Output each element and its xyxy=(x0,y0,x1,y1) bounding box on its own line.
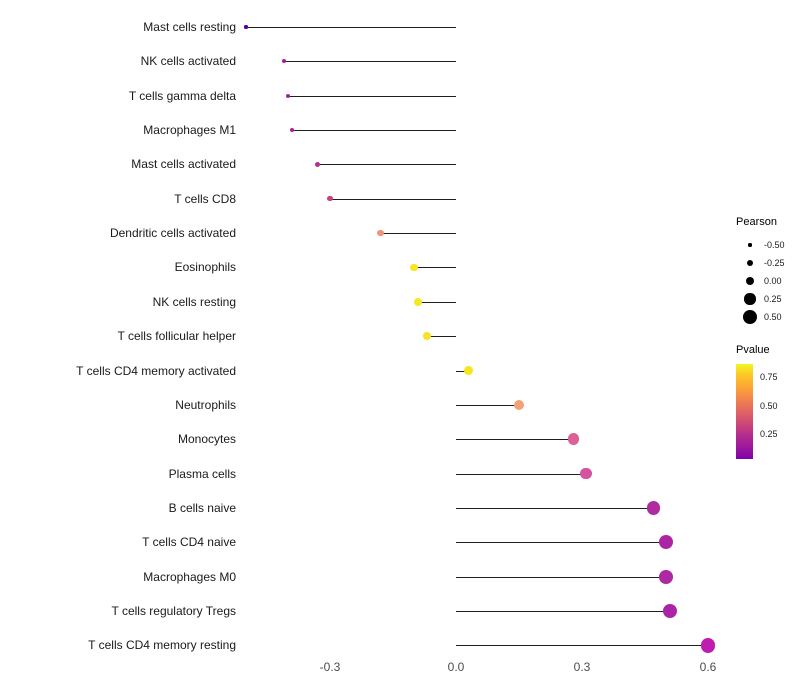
size-legend-dot xyxy=(747,260,753,266)
size-legend-dot xyxy=(744,293,756,305)
size-legend-entry: 0.00 xyxy=(736,272,800,290)
category-label: Dendritic cells activated xyxy=(109,226,236,241)
lollipop-stem xyxy=(380,233,456,235)
lollipop-stem xyxy=(246,27,456,28)
size-legend-label: 0.25 xyxy=(764,294,782,304)
pvalue-tick-label: 0.25 xyxy=(760,429,778,440)
lollipop-dot xyxy=(464,366,474,375)
size-legend-dot xyxy=(745,276,755,286)
lollipop-dot xyxy=(663,603,678,618)
lollipop-stem xyxy=(426,336,456,338)
lollipop-dot xyxy=(281,59,286,64)
lollipop-stem xyxy=(456,576,666,578)
category-label: NK cells resting xyxy=(152,294,236,309)
category-label: Eosinophils xyxy=(174,260,236,275)
category-label: T cells CD8 xyxy=(174,191,236,206)
size-legend-dot xyxy=(748,243,752,247)
size-legend-entry: -0.50 xyxy=(736,236,800,254)
category-label: Macrophages M0 xyxy=(143,569,236,584)
size-legend-entries: -0.50 -0.25 0.00 0.25 0.50 xyxy=(736,236,800,326)
size-legend-entry: -0.25 xyxy=(736,254,800,272)
category-label: T cells CD4 naive xyxy=(142,535,236,550)
lollipop-stem xyxy=(283,61,456,63)
lollipop-stem xyxy=(456,473,587,475)
lollipop-stem xyxy=(330,198,456,200)
lollipop-stem xyxy=(456,370,469,372)
lollipop-stem xyxy=(292,130,456,132)
lollipop-stem xyxy=(456,645,708,647)
lollipop-stem xyxy=(288,95,456,97)
category-label: B cells naive xyxy=(168,500,236,515)
lollipop-stem xyxy=(456,542,666,544)
lollipop-dot xyxy=(285,93,291,98)
category-label: T cells follicular helper xyxy=(117,329,237,344)
size-legend-label: 0.50 xyxy=(764,312,782,322)
x-tick-label: -0.3 xyxy=(319,660,341,674)
size-legend: Pearson -0.50 -0.25 0.00 0.25 0.50 xyxy=(736,216,800,326)
size-legend-entry: 0.25 xyxy=(736,290,800,308)
lollipop-dot xyxy=(659,569,673,584)
category-label: T cells gamma delta xyxy=(128,88,236,103)
lollipop-dot xyxy=(567,433,580,445)
lollipop-dot xyxy=(700,637,716,653)
lollipop-dot xyxy=(410,263,418,272)
category-label: Mast cells activated xyxy=(131,157,236,172)
lollipop-dot xyxy=(244,25,248,29)
lollipop-dot xyxy=(377,229,384,237)
lollipop-stem xyxy=(456,404,519,406)
lollipop-stem xyxy=(456,610,671,612)
x-tick-label: 0.3 xyxy=(573,660,591,674)
lollipop-dot xyxy=(580,467,593,480)
size-legend-label: -0.50 xyxy=(764,240,785,250)
lollipop-stem xyxy=(456,439,574,441)
size-legend-dot xyxy=(743,310,757,324)
lollipop-dot xyxy=(646,501,661,515)
x-tick-label: 0.6 xyxy=(699,660,717,674)
pvalue-tick-label: 0.75 xyxy=(760,372,778,383)
lollipop-dot xyxy=(513,399,525,410)
lollipop-dot xyxy=(659,535,673,550)
lollipop-stem xyxy=(414,267,456,269)
color-legend: Pvalue 0.75 0.50 0.25 xyxy=(736,344,800,459)
category-label: NK cells activated xyxy=(140,54,236,69)
lollipop-dot xyxy=(414,297,423,306)
lollipop-stem xyxy=(418,301,456,303)
size-legend-title: Pearson xyxy=(736,216,777,228)
category-label: T cells CD4 memory activated xyxy=(76,363,236,378)
category-label: T cells regulatory Tregs xyxy=(111,603,237,618)
size-legend-label: -0.25 xyxy=(764,258,785,268)
category-label: Mast cells resting xyxy=(143,20,236,34)
category-label: T cells CD4 memory resting xyxy=(88,638,236,653)
category-label: Neutrophils xyxy=(175,397,236,412)
lollipop-dot xyxy=(327,196,333,202)
legend: Pearson -0.50 -0.25 0.00 0.25 0.50 Pvalue 0.… xyxy=(736,216,800,459)
x-tick-label: 0.0 xyxy=(447,660,465,674)
lollipop-stem xyxy=(317,164,456,166)
pvalue-gradient-wrap: 0.75 0.50 0.25 xyxy=(736,364,800,459)
pvalue-gradient-bar xyxy=(736,364,753,459)
category-label: Macrophages M1 xyxy=(143,123,236,138)
category-label: Plasma cells xyxy=(168,466,236,481)
lollipop-dot xyxy=(422,332,431,341)
category-label: Monocytes xyxy=(177,432,236,447)
pvalue-tick-label: 0.50 xyxy=(760,400,778,411)
lollipop-stem xyxy=(456,507,654,509)
size-legend-entry: 0.50 xyxy=(736,308,800,326)
lollipop-dot xyxy=(289,127,295,133)
lollipop-dot xyxy=(314,161,320,167)
size-legend-label: 0.00 xyxy=(764,276,782,286)
color-legend-title: Pvalue xyxy=(736,344,770,356)
